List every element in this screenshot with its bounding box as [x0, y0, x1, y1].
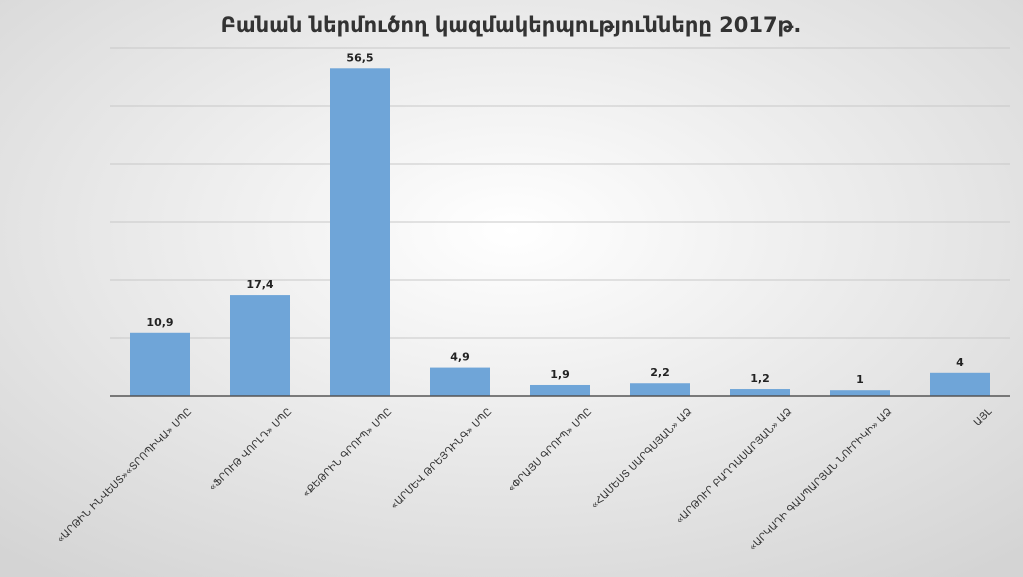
bar — [230, 295, 290, 396]
value-label: 10,9 — [146, 316, 173, 329]
bar — [530, 384, 590, 396]
bar — [130, 332, 190, 396]
value-label: 2,2 — [650, 366, 670, 379]
bar — [430, 367, 490, 396]
bar — [830, 390, 890, 396]
value-label: 56,5 — [346, 51, 373, 64]
bar — [730, 389, 790, 396]
value-label: 4,9 — [450, 351, 470, 364]
bar — [930, 372, 990, 396]
bar — [330, 68, 390, 397]
value-label: 1,2 — [750, 372, 770, 385]
bar — [630, 383, 690, 396]
chart-title: Բանան ներմուծող կազմակերպությունները 201… — [221, 13, 802, 37]
value-label: 4 — [956, 356, 964, 369]
value-label: 17,4 — [246, 278, 273, 291]
value-label: 1,9 — [550, 368, 570, 381]
value-label: 1 — [856, 373, 864, 386]
